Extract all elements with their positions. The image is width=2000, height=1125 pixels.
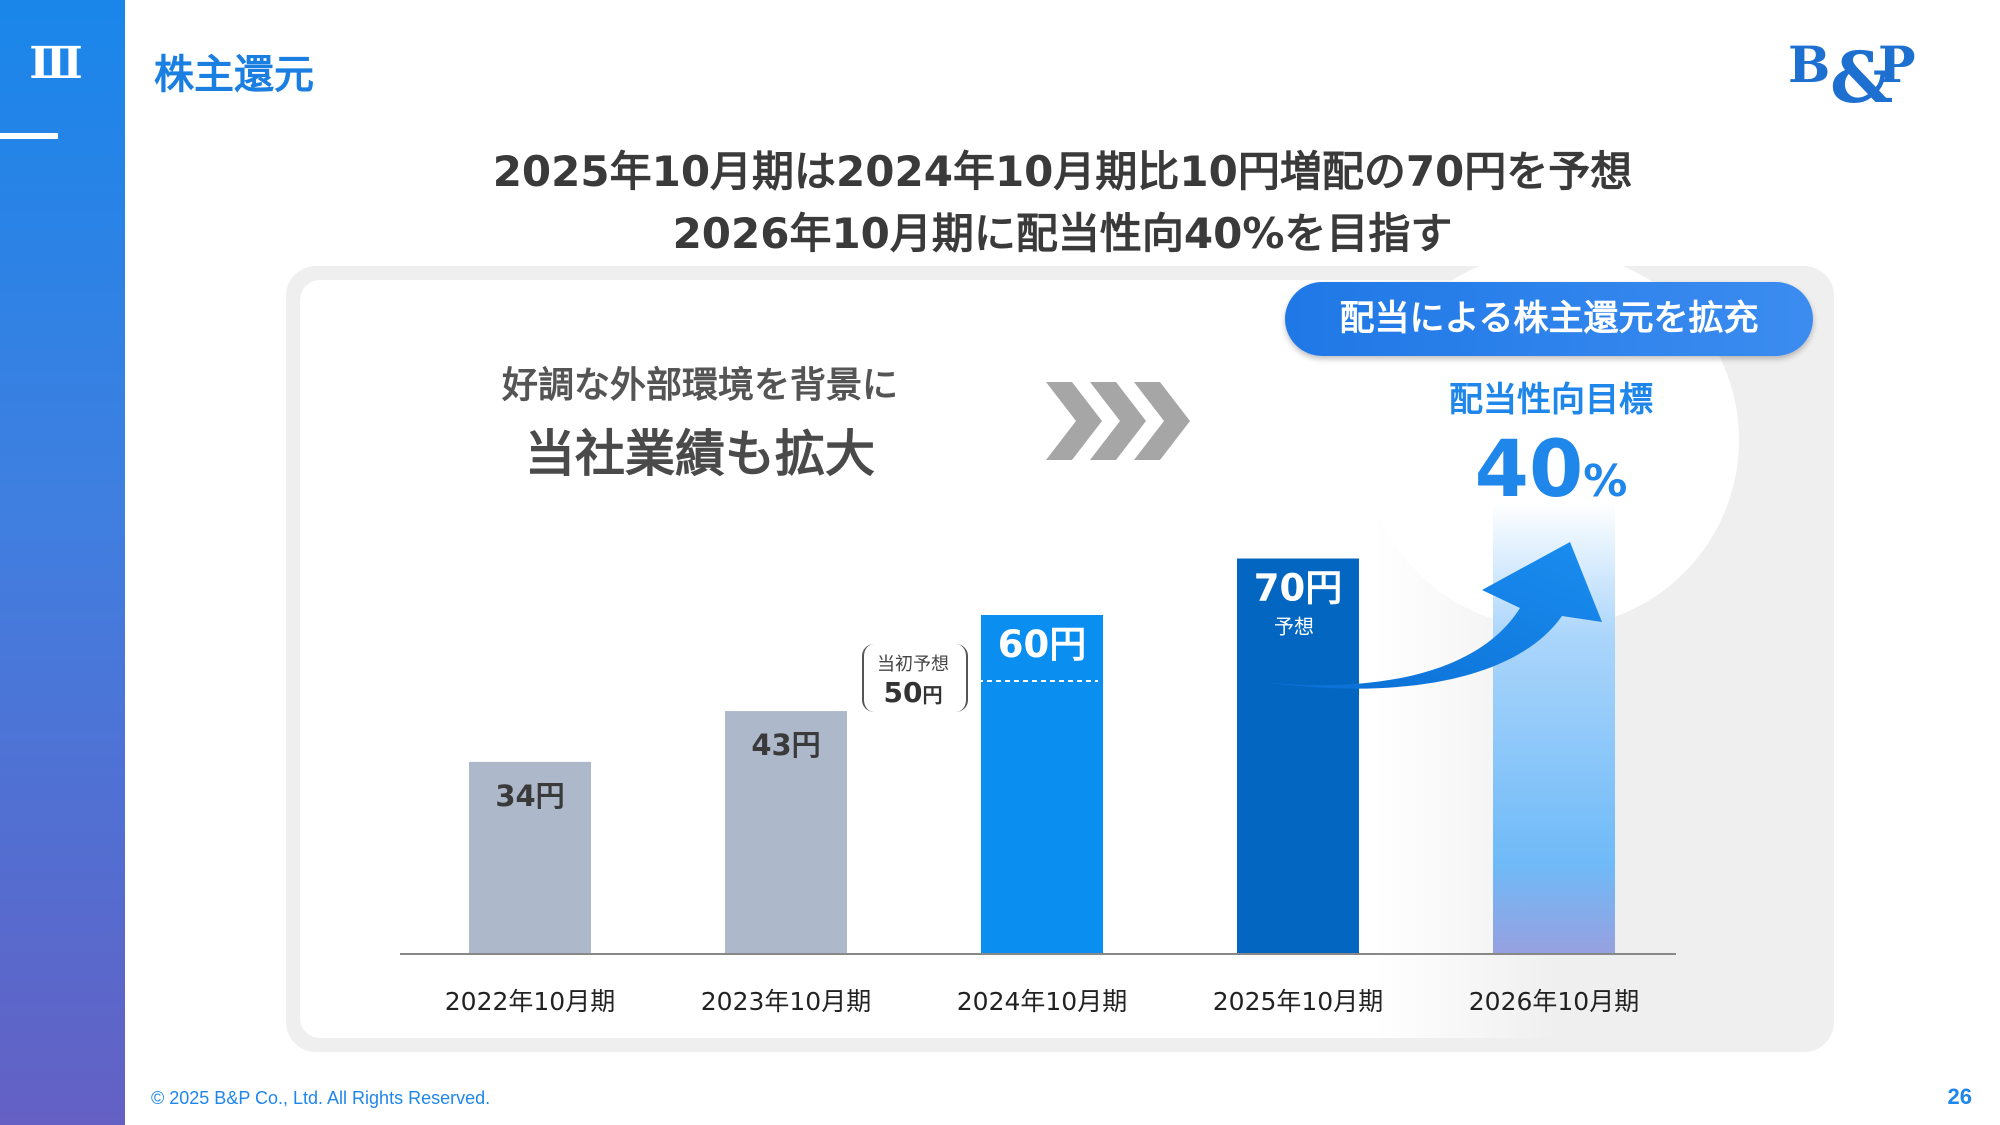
target-number: 40 <box>1474 425 1584 515</box>
message-line-1: 好調な外部環境を背景に <box>501 365 898 406</box>
bar-value-label-4: 70円 <box>1254 567 1343 610</box>
bar-3 <box>981 615 1103 954</box>
bar-sub-label-4: 予想 <box>1274 615 1314 639</box>
target-unit: % <box>1583 456 1628 507</box>
bar-value-label-2: 43円 <box>751 728 820 762</box>
original-forecast-bracket <box>862 644 968 712</box>
headline-line-2: 2026年10月期に配当性向40%を目指す <box>672 209 1453 258</box>
section-rule <box>0 133 58 139</box>
original-forecast-label: 当初予想 <box>877 654 949 675</box>
copyright: © 2025 B&P Co., Ltd. All Rights Reserved… <box>151 1088 491 1108</box>
section-sidebar: Ⅲ <box>0 0 125 1125</box>
bar-value-label-3: 60円 <box>998 623 1087 666</box>
target-label: 配当性向目標 <box>1449 380 1653 420</box>
message-line-2: 当社業績も拡大 <box>525 425 875 483</box>
bar-1 <box>469 761 591 954</box>
category-label-5: 2026年10月期 <box>1469 987 1639 1016</box>
company-logo: B P & <box>1788 35 1916 110</box>
section-title: 株主還元 <box>154 52 314 98</box>
section-number: Ⅲ <box>29 38 83 89</box>
headline-line-1: 2025年10月期は2024年10月期比10円増配の70円を予想 <box>492 147 1633 196</box>
pill-label: 配当による株主還元を拡充 <box>1285 282 1813 356</box>
bar-value-label-1: 34円 <box>495 779 564 813</box>
svg-text:B: B <box>1788 35 1830 94</box>
original-forecast-number: 50 <box>883 676 923 709</box>
chevrons-right-icon <box>1046 382 1190 460</box>
growth-arrow-icon <box>1262 542 1602 689</box>
category-label-1: 2022年10月期 <box>445 987 615 1016</box>
page-number: 26 <box>1947 1084 1972 1109</box>
target-value: 40% <box>1363 425 1739 515</box>
category-label-4: 2025年10月期 <box>1213 987 1383 1016</box>
category-label-2: 2023年10月期 <box>701 987 871 1016</box>
category-label-3: 2024年10月期 <box>957 987 1127 1016</box>
original-forecast-value: 50円 <box>850 676 976 709</box>
bar-4 <box>1237 558 1359 954</box>
svg-text:P: P <box>1878 35 1916 94</box>
bar-2 <box>725 711 847 954</box>
svg-text:&: & <box>1830 36 1893 110</box>
original-forecast-unit: 円 <box>922 683 943 707</box>
